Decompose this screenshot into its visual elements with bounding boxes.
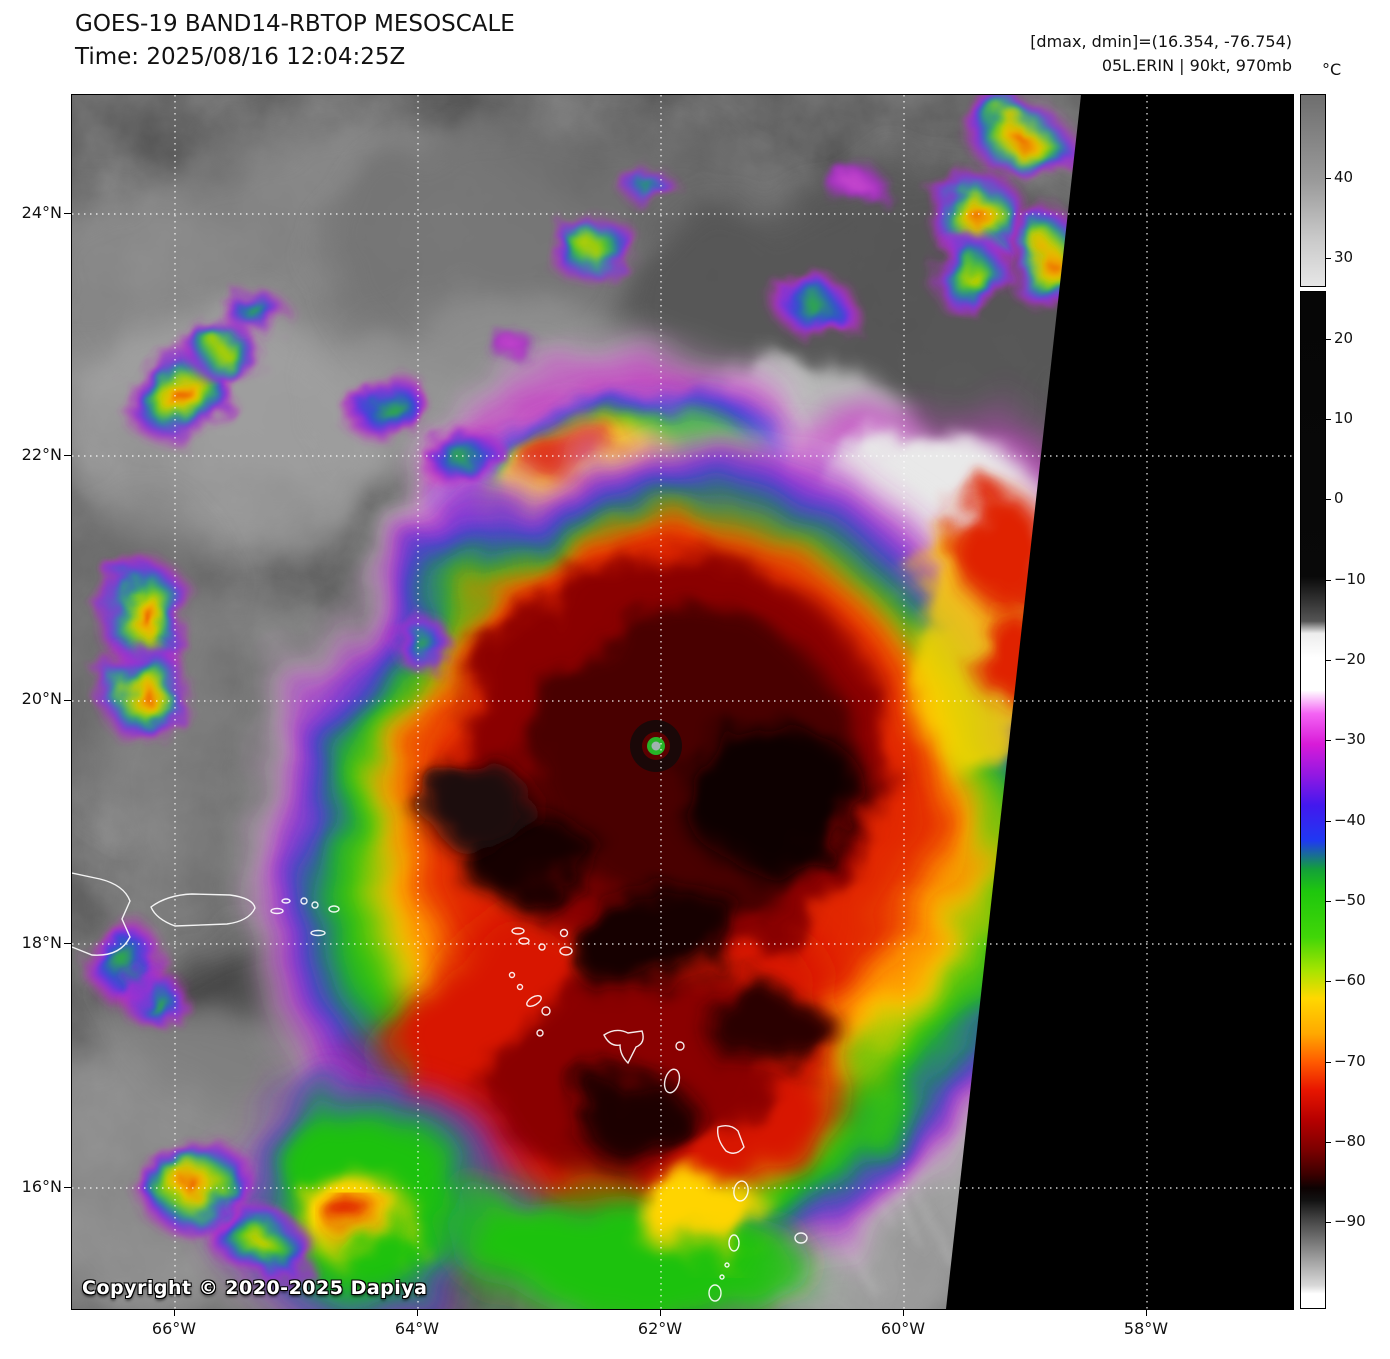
y-axis-tick [64, 1187, 71, 1188]
colorbar-tick-label: 0 [1334, 489, 1344, 507]
storm-info-label: 05L.ERIN | 90kt, 970mb [1101, 56, 1292, 75]
colorbar-tick-label: −50 [1334, 891, 1366, 909]
lon-label-62w: 62°W [637, 1319, 683, 1338]
copyright-watermark: Copyright © 2020-2025 Dapiya [82, 1277, 428, 1299]
colorbar-tick-label: 30 [1334, 248, 1354, 266]
graticule-grid [72, 95, 1293, 1309]
y-axis-tick [64, 455, 71, 456]
lat-label-16n: 16°N [21, 1177, 62, 1196]
figure-title-block: GOES-19 BAND14-RBTOP MESOSCALE Time: 202… [75, 8, 515, 74]
annotation-block: [dmax, dmin]=(16.354, -76.754) 05L.ERIN … [1030, 30, 1292, 78]
x-axis-tick [417, 1309, 418, 1316]
colorbar-tick [1326, 178, 1331, 179]
lat-label-18n: 18°N [21, 933, 62, 952]
colorbar-tick [1326, 821, 1331, 822]
satellite-scene [72, 95, 1293, 1309]
colorbar-tick [1326, 1142, 1331, 1143]
colorbar-cold-segment [1300, 291, 1326, 1309]
colorbar-tick-label: −60 [1334, 971, 1366, 989]
hurricane-eye [630, 720, 682, 772]
coastlines [72, 872, 808, 1302]
colorbar-tick [1326, 981, 1331, 982]
off-scan-region [946, 95, 1293, 1309]
x-axis-tick [903, 1309, 904, 1316]
colorbar-tick [1326, 419, 1331, 420]
x-axis-tick [174, 1309, 175, 1316]
figure-title: GOES-19 BAND14-RBTOP MESOSCALE [75, 11, 515, 37]
x-axis-tick [660, 1309, 661, 1316]
colorbar-tick [1326, 1222, 1331, 1223]
colorbar-tick-label: −80 [1334, 1132, 1366, 1150]
colorbar-tick-label: −30 [1334, 730, 1366, 748]
colorbar-tick [1326, 258, 1331, 259]
lon-label-64w: 64°W [394, 1319, 440, 1338]
colorbar-tick [1326, 1062, 1331, 1063]
y-axis-tick [64, 943, 71, 944]
y-axis-tick [64, 700, 71, 701]
hurricane-erin [222, 427, 1085, 1309]
lat-label-24n: 24°N [21, 203, 62, 222]
colorbar-tick-label: −90 [1334, 1212, 1366, 1230]
colorbar-tick-label: −20 [1334, 650, 1366, 668]
colorbar-tick [1326, 339, 1331, 340]
colorbar-tick [1326, 740, 1331, 741]
colorbar-tick-label: −10 [1334, 570, 1366, 588]
colorbar-unit-label: °C [1322, 60, 1342, 79]
colorbar-tick [1326, 660, 1331, 661]
dmax-dmin-label: [dmax, dmin]=(16.354, -76.754) [1030, 32, 1292, 51]
colorbar-tick-label: 20 [1334, 329, 1354, 347]
lat-label-20n: 20°N [21, 689, 62, 708]
lat-label-22n: 22°N [21, 445, 62, 464]
scattered-convective-cells [86, 97, 1087, 1287]
colorbar [1300, 94, 1326, 1309]
cold-overshoot-patches [425, 725, 867, 1153]
colorbar-tick-label: 10 [1334, 409, 1354, 427]
figure-time: Time: 2025/08/16 12:04:25Z [75, 44, 406, 70]
y-axis-tick [64, 213, 71, 214]
colorbar-warm-segment [1300, 94, 1326, 287]
lon-label-60w: 60°W [880, 1319, 926, 1338]
colorbar-tick-label: 40 [1334, 168, 1354, 186]
colorbar-tick-label: −70 [1334, 1052, 1366, 1070]
x-axis-tick [1146, 1309, 1147, 1316]
lon-label-66w: 66°W [151, 1319, 197, 1338]
colorbar-tick [1326, 499, 1331, 500]
satellite-plot: Copyright © 2020-2025 Dapiya [71, 94, 1294, 1310]
colorbar-tick [1326, 580, 1331, 581]
colorbar-tick [1326, 901, 1331, 902]
lon-label-58w: 58°W [1123, 1319, 1169, 1338]
colorbar-tick-label: −40 [1334, 811, 1366, 829]
